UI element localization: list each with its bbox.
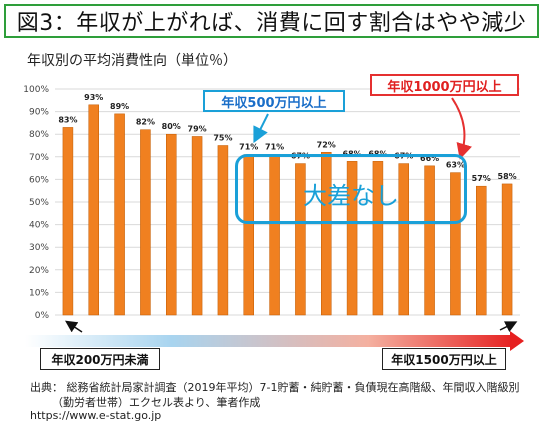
y-tick-label: 20% [29, 266, 49, 276]
bar [321, 152, 332, 316]
income-1000-label: 年収1000万円以上 [370, 74, 519, 96]
data-label: 83% [58, 115, 77, 124]
bar [191, 136, 203, 316]
highest-income-label: 年収1500万円以上 [382, 348, 506, 370]
data-label: 82% [136, 118, 155, 127]
y-tick-label: 80% [29, 130, 49, 140]
bar [88, 104, 99, 316]
data-label: 57% [472, 174, 491, 183]
data-label: 66% [420, 154, 439, 163]
y-tick-label: 30% [29, 243, 49, 253]
y-axis-ticks: 0% 10% 20% 30% 40% 50% 60% 70% 80% 90% 100% [23, 85, 49, 321]
y-tick-label: 60% [29, 175, 49, 185]
income-1000-arrow [451, 97, 472, 160]
y-tick-label: 0% [35, 311, 50, 321]
bar [166, 133, 177, 316]
bar [372, 161, 384, 316]
data-label: 93% [84, 93, 103, 102]
chart-title: 年収別の平均消費性向（単位％） [27, 53, 237, 69]
bar [140, 129, 151, 316]
income-500-arrow [253, 113, 269, 144]
bar [62, 127, 74, 316]
y-tick-label: 40% [29, 221, 49, 231]
lowest-income-label: 年収200万円未満 [40, 348, 160, 370]
no-difference-box [235, 154, 467, 224]
bar [217, 145, 229, 316]
income-500-label: 年収500万円以上 [203, 90, 345, 112]
low-arrow [65, 320, 83, 333]
bar [450, 172, 461, 316]
no-difference-label: 大差なし [303, 182, 399, 210]
data-label: 68% [368, 149, 387, 158]
data-label: 75% [213, 134, 232, 143]
source-line-2: （勤労者世帯）エクセル表より、筆者作成 [52, 396, 261, 409]
annotation-arrows [65, 97, 518, 333]
bar [346, 161, 358, 316]
bars [62, 104, 513, 316]
income-gradient-arrow [25, 335, 515, 347]
bar [501, 183, 513, 316]
bar [295, 163, 306, 316]
bar [424, 165, 435, 316]
source-line-1: 出典： 総務省統計局家計調査（2019年平均）7-1貯蓄・純貯蓄・負債現在高階級… [30, 381, 520, 394]
data-label: 89% [110, 102, 129, 111]
title-box: 図3：年収が上がれば、消費に回す割合はやや減少 [4, 4, 539, 38]
source-url: https://www.e-stat.go.jp [30, 409, 162, 422]
data-label: 79% [188, 124, 207, 133]
high-arrow [499, 321, 518, 333]
y-tick-label: 100% [23, 85, 49, 95]
data-label: 71% [265, 143, 284, 152]
data-label: 72% [317, 140, 336, 149]
page-title: 図3：年収が上がれば、消費に回す割合はやや減少 [16, 11, 527, 36]
bar [398, 163, 409, 316]
gradient-arrow-head [510, 331, 524, 351]
data-label: 71% [239, 143, 258, 152]
y-tick-label: 90% [29, 108, 49, 118]
bar [114, 113, 125, 316]
bar [476, 185, 487, 316]
data-label: 80% [162, 122, 181, 131]
y-tick-label: 50% [29, 198, 49, 208]
data-label: 58% [498, 172, 517, 181]
y-tick-label: 70% [29, 153, 49, 163]
y-tick-label: 10% [29, 288, 49, 298]
data-label: 68% [343, 149, 362, 158]
